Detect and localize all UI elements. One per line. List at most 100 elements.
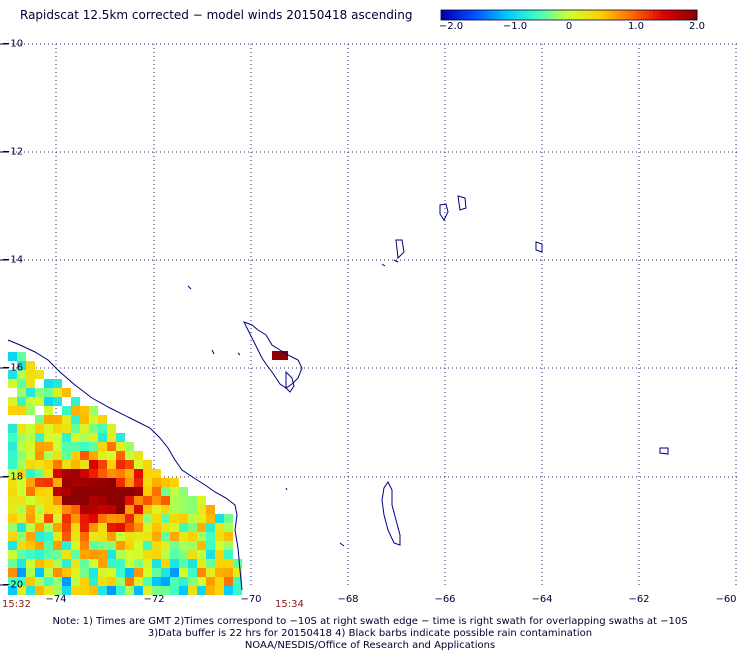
wind-difference-cell	[143, 568, 152, 577]
wind-difference-cell	[134, 505, 143, 514]
wind-difference-cell	[80, 523, 89, 532]
wind-difference-cell	[80, 505, 89, 514]
wind-difference-cell	[8, 559, 17, 568]
wind-difference-cell	[71, 433, 80, 442]
wind-difference-cell	[44, 379, 53, 388]
wind-difference-cell	[44, 433, 53, 442]
wind-difference-cell	[188, 550, 197, 559]
wind-difference-cell	[53, 424, 62, 433]
wind-difference-cell	[53, 478, 62, 487]
wind-difference-cell	[107, 532, 116, 541]
wind-difference-cell	[44, 523, 53, 532]
wind-difference-cell	[26, 478, 35, 487]
wind-difference-cell	[26, 541, 35, 550]
wind-difference-cell	[116, 559, 125, 568]
wind-difference-cell	[143, 541, 152, 550]
wind-difference-cell	[188, 586, 197, 595]
wind-difference-cell	[125, 541, 134, 550]
wind-difference-cell	[125, 487, 134, 496]
colorbar-segment	[561, 10, 566, 20]
wind-difference-cell	[26, 361, 35, 370]
wind-difference-cell	[134, 577, 143, 586]
wind-difference-cell	[8, 397, 17, 406]
wind-difference-cell	[107, 568, 116, 577]
wind-difference-cell	[161, 559, 170, 568]
wind-difference-cell	[143, 505, 152, 514]
colorbar-segment	[441, 10, 446, 20]
wind-difference-cell	[35, 532, 44, 541]
wind-difference-cell	[98, 496, 107, 505]
footnote-line: NOAA/NESDIS/Office of Research and Appli…	[244, 640, 496, 651]
colorbar-segment	[477, 10, 482, 20]
wind-difference-cell	[188, 559, 197, 568]
wind-difference-cell	[125, 469, 134, 478]
wind-difference-cell	[17, 514, 26, 523]
wind-difference-cell	[98, 469, 107, 478]
wind-difference-cell	[71, 559, 80, 568]
colorbar-segment	[557, 10, 562, 20]
wind-difference-cell	[143, 487, 152, 496]
wind-difference-cell	[170, 577, 179, 586]
wind-difference-cell	[62, 415, 71, 424]
colorbar-segment	[453, 10, 458, 20]
wind-difference-cell	[134, 541, 143, 550]
wind-difference-cell	[26, 487, 35, 496]
wind-difference-cell	[125, 496, 134, 505]
wind-difference-cell	[224, 559, 233, 568]
wind-difference-cell	[44, 460, 53, 469]
wind-difference-cell	[8, 460, 17, 469]
colorbar-segment	[681, 10, 686, 20]
wind-difference-cell	[215, 550, 224, 559]
wind-difference-cell	[134, 586, 143, 595]
wind-difference-cell	[116, 586, 125, 595]
colorbar-segment	[625, 10, 630, 20]
wind-difference-cell	[71, 442, 80, 451]
wind-difference-cell	[53, 469, 62, 478]
colorbar-segment	[541, 10, 546, 20]
wind-difference-cell	[62, 550, 71, 559]
wind-difference-cell	[44, 505, 53, 514]
wind-difference-cell	[80, 586, 89, 595]
wind-difference-cell	[35, 451, 44, 460]
wind-difference-cell	[179, 577, 188, 586]
wind-difference-cell	[98, 505, 107, 514]
wind-difference-cell	[17, 541, 26, 550]
wind-difference-cell	[107, 550, 116, 559]
wind-difference-cell	[53, 550, 62, 559]
colorbar-segment	[469, 10, 474, 20]
wind-difference-cell	[80, 541, 89, 550]
swath-time-label: 15:34	[275, 599, 304, 610]
wind-difference-cell	[17, 388, 26, 397]
wind-difference-cell	[116, 577, 125, 586]
wind-difference-cell	[80, 460, 89, 469]
wind-difference-cell	[26, 379, 35, 388]
wind-difference-cell	[71, 541, 80, 550]
wind-difference-cell	[161, 568, 170, 577]
wind-difference-cell	[71, 460, 80, 469]
colorbar-segment	[461, 10, 466, 20]
wind-difference-cell	[35, 397, 44, 406]
wind-difference-cell	[44, 496, 53, 505]
wind-difference-cell	[26, 550, 35, 559]
wind-difference-cell	[62, 478, 71, 487]
wind-difference-cell	[80, 487, 89, 496]
wind-difference-cell	[80, 550, 89, 559]
wind-difference-cell	[197, 505, 206, 514]
wind-difference-cell	[152, 514, 161, 523]
wind-difference-cell	[89, 487, 98, 496]
wind-difference-cell	[152, 496, 161, 505]
wind-difference-cell	[179, 586, 188, 595]
wind-difference-cell	[125, 532, 134, 541]
wind-difference-cell	[143, 577, 152, 586]
colorbar-segment	[509, 10, 514, 20]
wind-difference-cell	[89, 541, 98, 550]
wind-difference-cell	[116, 523, 125, 532]
colorbar-segment	[613, 10, 618, 20]
wind-difference-cell	[62, 433, 71, 442]
coastline-segment	[439, 203, 449, 221]
wind-difference-cell	[179, 559, 188, 568]
wind-difference-cell	[8, 523, 17, 532]
wind-difference-cell	[98, 451, 107, 460]
wind-difference-cell	[179, 532, 188, 541]
